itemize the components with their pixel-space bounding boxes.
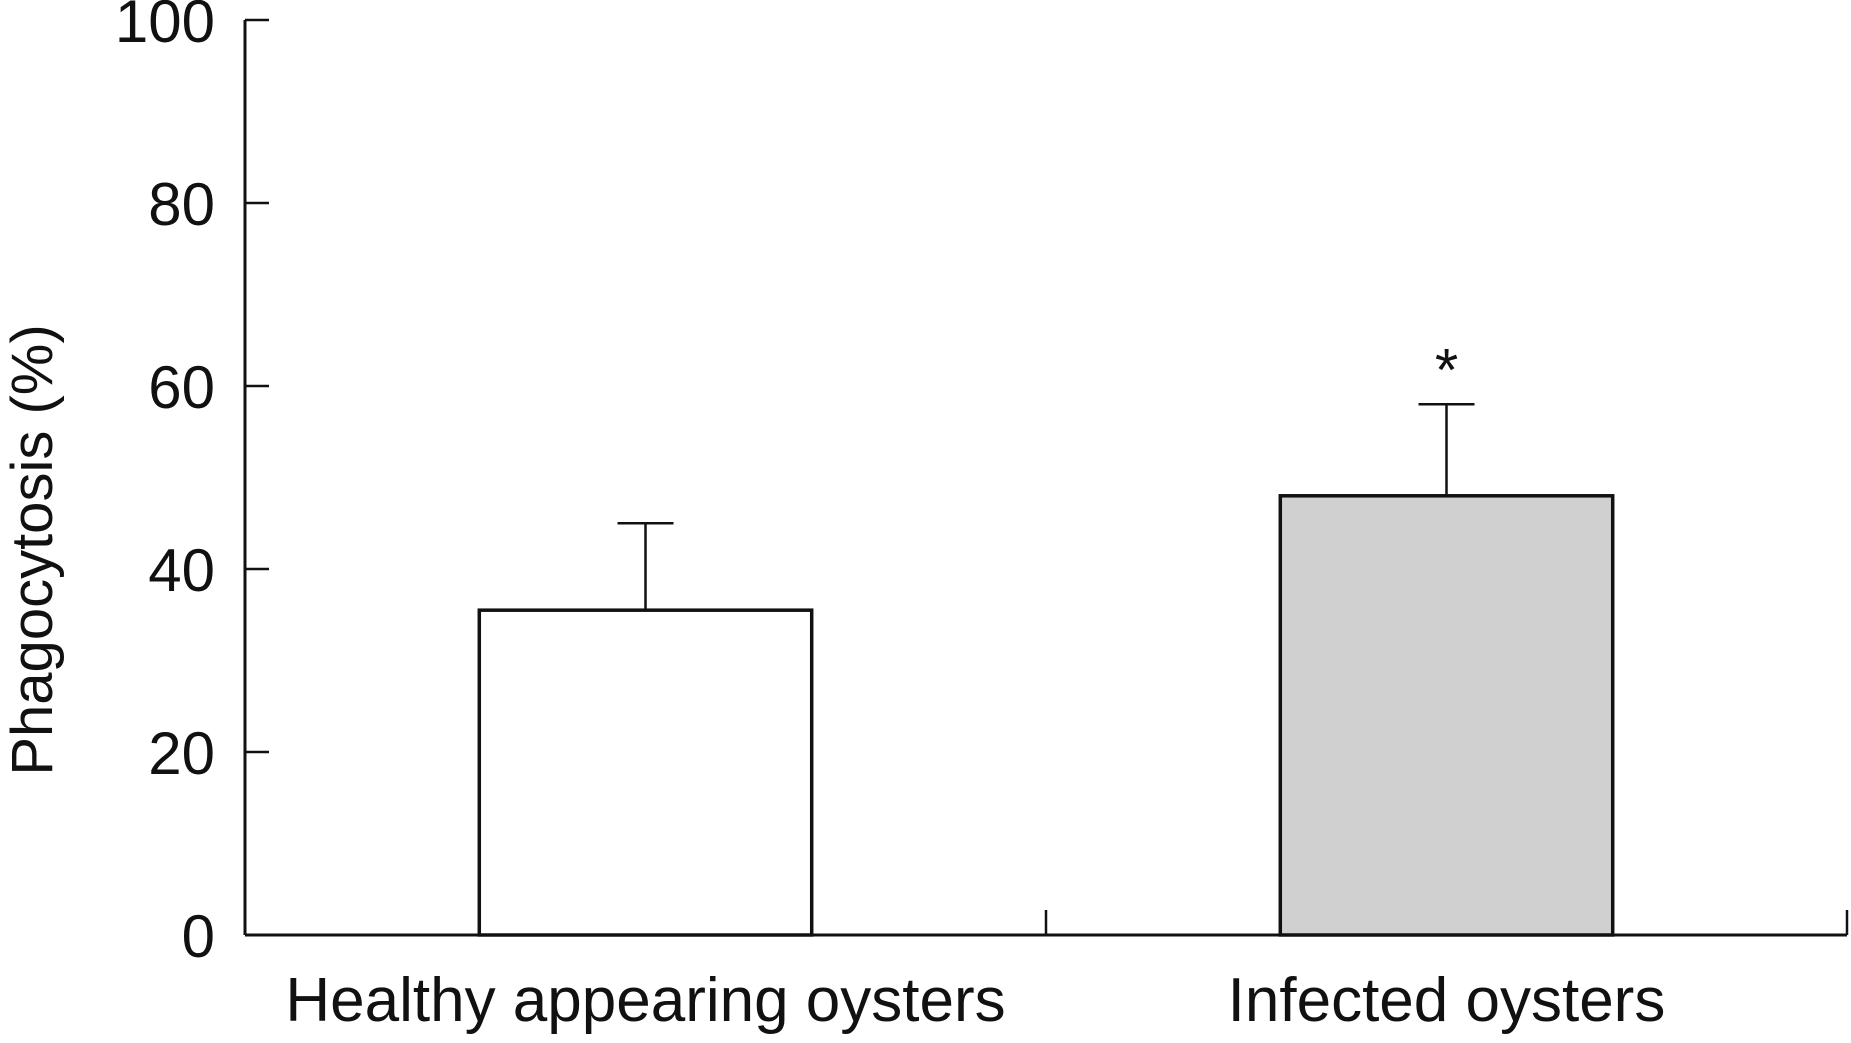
significance-marker: * (1435, 336, 1458, 403)
y-axis: 0 20 40 60 80 100 (115, 0, 269, 970)
y-tick-label: 60 (148, 354, 215, 421)
y-tick-label: 40 (148, 537, 215, 604)
bar (477, 608, 814, 937)
y-tick-label: 80 (148, 171, 215, 238)
bar (1278, 494, 1615, 937)
y-axis-label: Phagocytosis (%) (0, 324, 65, 775)
y-tick-label: 0 (182, 903, 215, 970)
x-category-label: Healthy appearing oysters (285, 966, 1005, 1035)
bars: * (477, 336, 1615, 937)
y-tick-label: 20 (148, 720, 215, 787)
x-axis: Healthy appearing oysters Infected oyster… (245, 910, 1849, 1035)
x-category-label: Infected oysters (1228, 966, 1666, 1035)
y-tick-label: 100 (115, 0, 215, 55)
